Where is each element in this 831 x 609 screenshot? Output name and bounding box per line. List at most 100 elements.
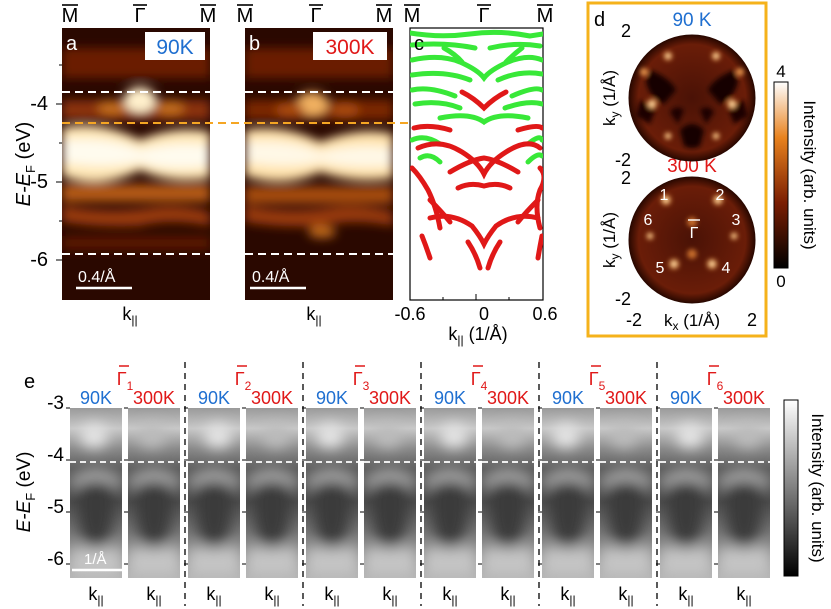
- temp-label: 90K: [156, 36, 193, 59]
- temp-label: 90K: [80, 388, 112, 408]
- x-axis-title: k||: [382, 584, 397, 607]
- grayscale-cut: [660, 408, 712, 578]
- point-label: 6: [644, 212, 653, 229]
- red-bands: [410, 89, 543, 271]
- point-label: 1: [660, 187, 669, 204]
- top-symmetry-labels: M Γ M M Γ M M Γ M: [62, 4, 554, 27]
- ky-axis-title: ky (1/Å): [600, 70, 622, 126]
- y-tick-label: -2: [615, 150, 631, 170]
- y-tick-label: 2: [621, 21, 631, 41]
- y-axis-title: E-EF (eV): [13, 122, 38, 207]
- colorbar-e: [783, 399, 799, 577]
- grayscale-cut: [188, 408, 240, 578]
- temp-label-box: [313, 32, 387, 60]
- arpes-map-b: [245, 28, 393, 300]
- x-axis-title: k||: [678, 584, 693, 607]
- colorbar-title: Intensity (arb. units): [800, 100, 819, 249]
- point-label: 5: [656, 260, 665, 277]
- gamma-bar-symbol: Γ5: [589, 369, 606, 393]
- x-axis-title: k|| (1/Å): [448, 324, 507, 347]
- grayscale-cut: [364, 408, 416, 578]
- x-axis-title: k||: [618, 584, 633, 607]
- x-axis-title: k||: [500, 584, 515, 607]
- panel-d-frame: [586, 1, 768, 338]
- grayscale-cut: [542, 408, 594, 578]
- panel-a: a 90K 0.4/Å k||: [56, 28, 210, 327]
- temp-label: 90 K: [672, 10, 711, 31]
- temp-label: 90K: [670, 388, 702, 408]
- y-tick-label: -2: [615, 289, 631, 309]
- scale-bar-label: 0.4/Å: [78, 267, 116, 286]
- arpes-map-a: [62, 28, 210, 300]
- cut-groups: Γ190Kk||300Kk||Γ290Kk||300Kk||Γ390Kk||30…: [66, 362, 770, 607]
- grayscale-cut: [246, 408, 298, 578]
- gamma-point-labels: 1 2 3 4 5 6 Γ: [644, 187, 741, 277]
- panel-d: d 90 K 300 K: [586, 1, 819, 338]
- panel-c: c -0.6 0 0.6 k|| (1/Å): [394, 27, 558, 347]
- colorbar-d: [773, 81, 789, 269]
- point-label: 2: [716, 187, 725, 204]
- gamma-bar-symbol: Γ: [690, 225, 699, 242]
- grayscale-cut: [600, 408, 652, 578]
- m-bar-symbol: M: [237, 5, 254, 27]
- temp-label: 90K: [198, 388, 230, 408]
- panel-b: b 300K 0.4/Å k||: [245, 28, 393, 327]
- gamma-bar-symbol: Γ: [134, 5, 145, 27]
- panel-letter: e: [24, 371, 35, 393]
- m-bar-symbol: M: [376, 5, 393, 27]
- x-tick-label: -2: [626, 310, 642, 330]
- y-tick-label: -4: [30, 93, 48, 115]
- scale-bar-label: 1/Å: [84, 551, 107, 568]
- x-axis-title: k||: [264, 584, 279, 607]
- panel-letter: c: [414, 33, 424, 55]
- temp-label: 90K: [552, 388, 584, 408]
- temp-label-box: [145, 32, 205, 60]
- panel-e: e E-EF (eV) -3 -4 -5 -6 Γ190Kk||300Kk||Γ…: [14, 362, 827, 607]
- fermi-map-300k: [629, 177, 755, 303]
- point-label: 4: [722, 260, 731, 277]
- y-tick-label: -5: [47, 497, 64, 518]
- temp-label: 90K: [434, 388, 466, 408]
- grayscale-cut: [482, 408, 534, 578]
- y-tick-label: 2: [621, 168, 631, 188]
- m-bar-symbol: M: [404, 5, 421, 27]
- x-axis-title: k||: [306, 304, 321, 327]
- point-label: 3: [732, 212, 741, 229]
- gamma-bar-symbol: Γ4: [471, 369, 488, 393]
- x-axis-title: k||: [736, 584, 751, 607]
- panel-letter: d: [594, 9, 605, 31]
- m-bar-symbol: M: [62, 5, 79, 27]
- y-ticks: [56, 64, 62, 261]
- y-tick-label: -6: [47, 549, 64, 570]
- ky-axis-title: ky (1/Å): [600, 212, 622, 268]
- y-tick-label: -6: [30, 249, 48, 271]
- x-tick-label: 2: [747, 310, 757, 330]
- temp-label: 300K: [325, 36, 374, 59]
- fermi-map-90k: [629, 35, 755, 161]
- gamma-bar-symbol: Γ1: [117, 369, 134, 393]
- y-axis-title: E-EF (eV): [14, 452, 38, 533]
- x-axis-title: k||: [206, 584, 221, 607]
- temp-label: 300K: [369, 388, 411, 408]
- y-tick-label: -3: [47, 393, 64, 414]
- gamma-bar-symbol: Γ2: [235, 369, 252, 393]
- m-bar-symbol: M: [200, 5, 217, 27]
- colorbar-min: 0: [776, 272, 785, 291]
- y-axis-top: E-EF (eV) -4 -5 -6: [13, 93, 48, 271]
- panel-letter: a: [66, 33, 78, 55]
- colorbar-max: 4: [776, 62, 785, 81]
- temp-label: 300K: [487, 388, 529, 408]
- x-ticks: [409, 294, 544, 300]
- gamma-bar-symbol: Γ3: [353, 369, 370, 393]
- m-bar-symbol: M: [537, 5, 554, 27]
- grayscale-cut: [128, 408, 180, 578]
- gamma-bar-symbol: Γ6: [707, 369, 724, 393]
- x-axis-title: k||: [324, 584, 339, 607]
- grayscale-cut: [718, 408, 770, 578]
